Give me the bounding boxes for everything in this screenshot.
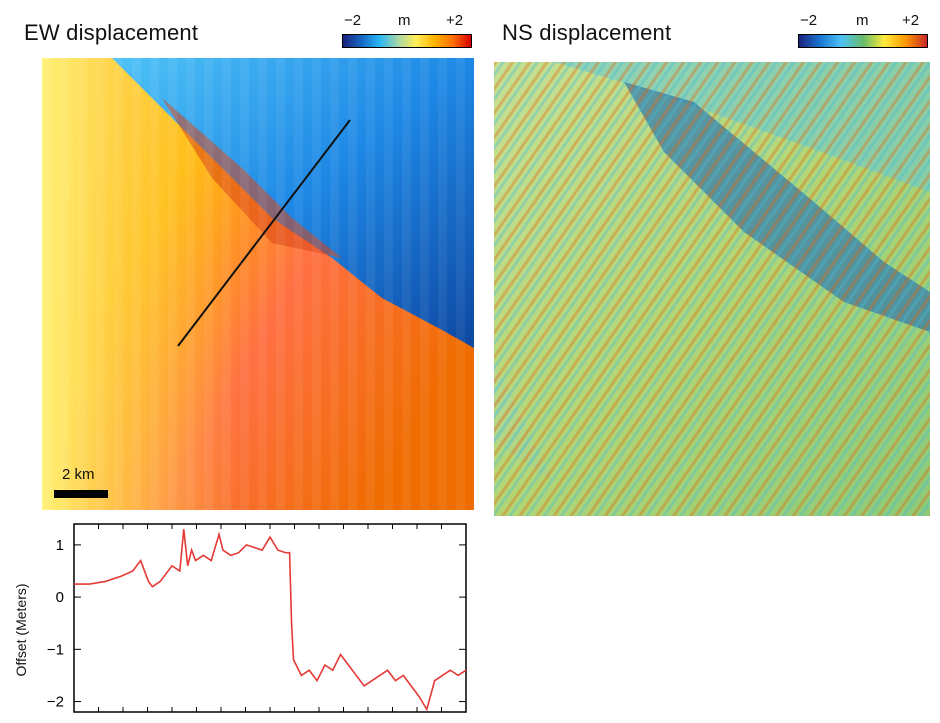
ns-displacement-map xyxy=(494,62,930,516)
y-tick-label: 1 xyxy=(56,537,64,554)
profile-chart: Offset (Meters) 1 0 −1 −2 xyxy=(10,520,480,718)
ew-displacement-map xyxy=(42,58,474,510)
ew-colorbar xyxy=(342,34,472,48)
scale-bar-label: 2 km xyxy=(62,466,95,483)
scale-bar xyxy=(54,490,108,498)
offset-profile-line xyxy=(74,529,467,712)
y-axis-label: Offset (Meters) xyxy=(13,583,29,676)
ew-colorbar-unit-label: m xyxy=(398,12,411,29)
ns-colorbar-unit-label: m xyxy=(856,12,869,29)
ew-title: EW displacement xyxy=(24,20,199,45)
ns-colorbar-min-label: −2 xyxy=(800,12,818,29)
ew-colorbar-min-label: −2 xyxy=(344,12,362,29)
plot-frame xyxy=(73,523,467,713)
ew-colorbar-max-label: +2 xyxy=(446,12,464,29)
y-tick-label: −2 xyxy=(47,694,64,711)
y-tick-label: 0 xyxy=(56,589,64,606)
ns-title: NS displacement xyxy=(502,20,672,45)
ew-profile-line xyxy=(177,119,351,347)
y-tick-label: −1 xyxy=(47,641,64,658)
ns-colorbar xyxy=(798,34,928,48)
ns-colorbar-max-label: +2 xyxy=(902,12,920,29)
